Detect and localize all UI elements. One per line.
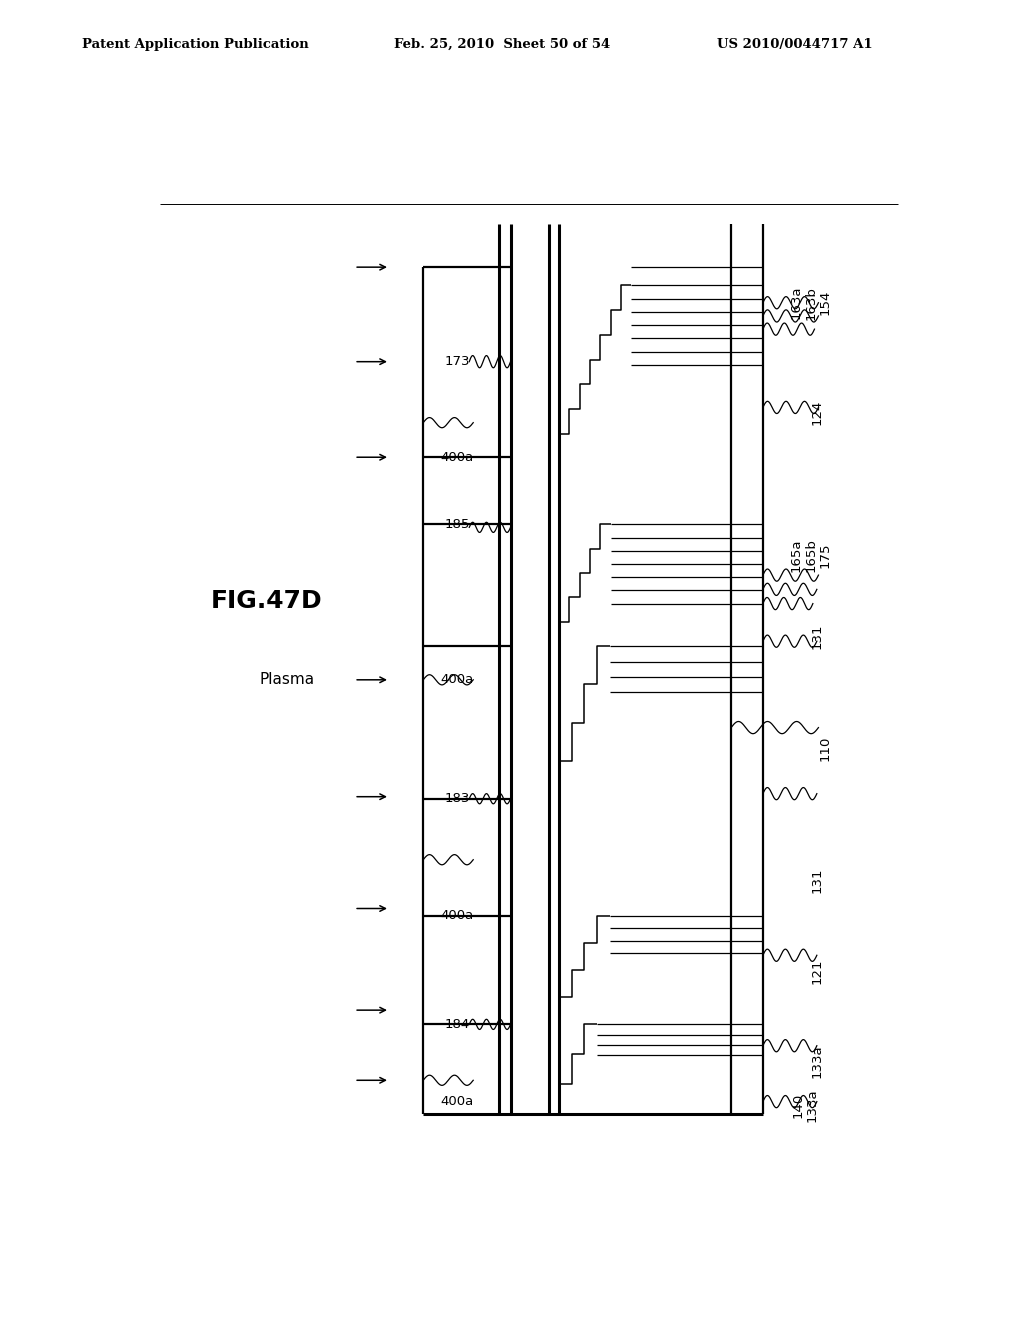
Text: 131: 131 — [811, 867, 823, 892]
Text: 165b: 165b — [804, 537, 817, 572]
Text: Plasma: Plasma — [259, 672, 314, 688]
Text: US 2010/0044717 A1: US 2010/0044717 A1 — [717, 37, 872, 50]
Text: 140: 140 — [792, 1093, 805, 1118]
Text: 124: 124 — [811, 400, 823, 425]
Text: 183: 183 — [444, 792, 470, 805]
Text: 121: 121 — [811, 958, 823, 985]
Text: 400a: 400a — [440, 909, 474, 923]
Text: 154: 154 — [818, 290, 831, 315]
Text: 163a: 163a — [790, 286, 803, 319]
Text: Patent Application Publication: Patent Application Publication — [82, 37, 308, 50]
Text: 400a: 400a — [440, 450, 474, 463]
Text: 131: 131 — [811, 623, 823, 649]
Text: 400a: 400a — [440, 1096, 474, 1107]
Text: 400a: 400a — [440, 673, 474, 686]
Text: Feb. 25, 2010  Sheet 50 of 54: Feb. 25, 2010 Sheet 50 of 54 — [394, 37, 610, 50]
Text: 163b: 163b — [804, 286, 817, 319]
Text: 185: 185 — [444, 517, 470, 531]
Text: 173: 173 — [444, 355, 470, 368]
Text: 184: 184 — [444, 1018, 470, 1031]
Text: FIG.47D: FIG.47D — [211, 589, 323, 612]
Text: 110: 110 — [818, 735, 831, 760]
Text: 133a: 133a — [811, 1044, 823, 1077]
Text: 175: 175 — [818, 543, 831, 568]
Text: 133a: 133a — [806, 1089, 819, 1122]
Text: 165a: 165a — [790, 539, 803, 572]
